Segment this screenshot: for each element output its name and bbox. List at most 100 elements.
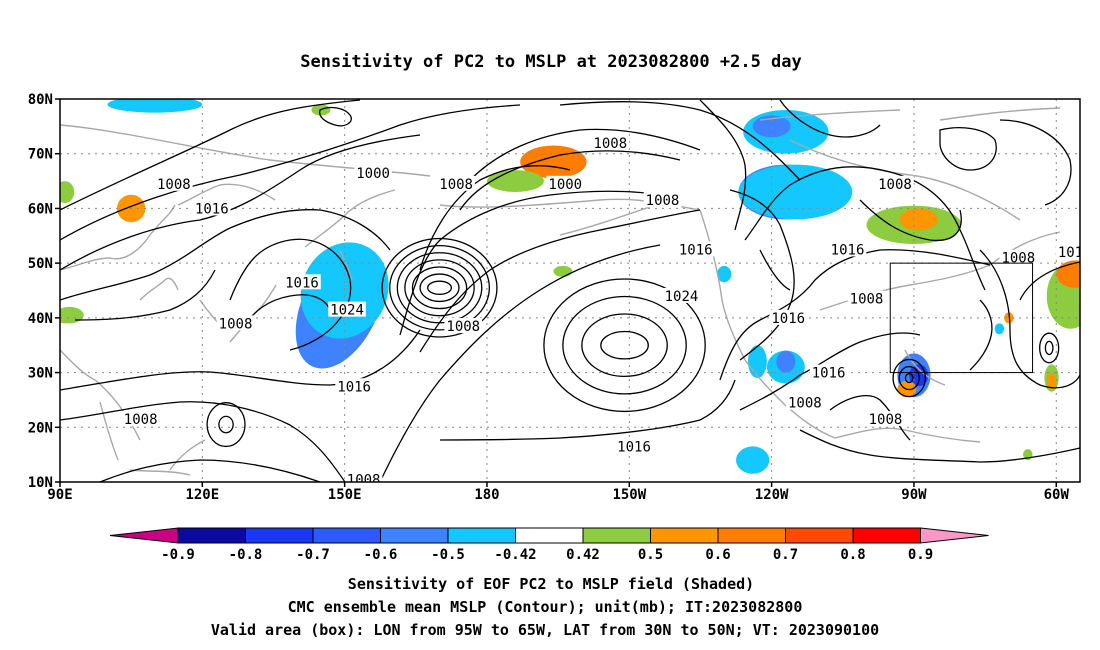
pressure-center-3-ring-0 [904,373,914,384]
colorbar: -0.9 -0.8 -0.7 -0.6 -0.5 -0.42 0.42 0.5 0.6 0.7 0.… [109,527,989,563]
contour-label-bg-15 [662,287,701,303]
contour-label-bg-16 [769,309,808,325]
contour-label-bg-12 [546,175,585,191]
contour-label-bg-6 [335,378,373,394]
colorbar-segment-8 [717,527,786,544]
pressure-center-0-ring-6 [381,237,498,338]
lat-label-30N: 30N [28,366,53,382]
sensitivity-patch-11 [107,99,203,113]
contour-label-bg-3 [283,274,321,290]
contour-label-bg-7 [121,411,160,427]
lat-label-70N: 70N [28,147,53,163]
colorbar-segment-2 [312,527,381,544]
axis-ticks [55,98,1058,487]
colorbar-label-10: 0.8 [840,547,865,563]
pressure-center-0-ring-1 [419,273,460,303]
colorbar-label-1: -0.8 [229,547,263,563]
colorbar-left-arrow [109,527,179,544]
lon-label-60W: 60W [1044,487,1070,503]
lat-axis-labels: 80N 70N 60N 50N 40N 30N 20N 10N [28,92,53,491]
contour-label-21: 1008 [878,177,912,193]
pressure-center-2-ring-1 [206,402,246,448]
contour-labels: 1000100810161016102410081016100810081008… [121,134,1083,488]
lon-label-150W: 150W [612,487,646,503]
contour-label-bg-22 [828,241,867,257]
colorbar-label-6: 0.42 [566,547,600,563]
contour-label-14: 1016 [679,242,713,258]
contour-label-bg-5 [216,315,255,331]
contour-label-18: 1016 [812,366,846,382]
contour-label-4: 1024 [330,303,364,319]
contour-label-bg-0 [354,164,392,180]
colorbar-segment-6 [582,527,651,544]
sensitivity-patch-8 [738,164,853,220]
sensitivity-patch-13 [899,208,938,231]
contour-lines [60,99,1080,482]
pressure-center-0-ring-4 [396,252,483,324]
colorbar-segment-5 [515,527,584,544]
contour-label-bg-19 [847,290,886,306]
colorbar-segment-4 [447,527,516,544]
contour-label-25: 101 [1058,245,1083,261]
pressure-center-1-ring-0 [600,330,649,360]
contour-label-16: 1016 [771,311,805,327]
caption-line-1: Sensitivity of EOF PC2 to MSLP field (Sh… [348,575,754,593]
pressure-center-1-ring-1 [581,313,668,378]
contour-label-bg-21 [876,175,914,191]
colorbar-label-0: -0.9 [161,547,195,563]
pressure-center-4-ring-1 [1039,332,1060,364]
pressure-center-3-ring-1 [898,365,920,391]
contour-label-8: 1008 [347,472,381,488]
sensitivity-patch-20 [736,446,770,474]
caption-line-3: Valid area (box): LON from 95W to 65W, L… [211,621,879,639]
sensitivity-patch-19 [747,345,767,379]
sensitivity-patch-18 [776,350,796,373]
lon-label-180: 180 [474,487,499,503]
map-frame [59,98,1081,483]
contour-label-23: 1008 [1001,251,1035,267]
colorbar-segment-0 [177,527,246,544]
contour-label-15: 1024 [665,289,699,305]
pressure-center-4-ring-0 [1044,340,1054,356]
sensitivity-patch-25 [1046,372,1057,389]
contour-label-bg-2 [193,200,231,216]
colorbar-right-arrow [920,527,989,544]
contour-label-bg-9 [444,318,483,334]
colorbar-label-3: -0.6 [364,547,398,563]
contour-label-22: 1016 [831,242,865,258]
contour-label-13: 1008 [646,193,680,209]
contour-label-1: 1008 [157,177,191,193]
contour-label-12: 1000 [548,177,582,193]
pressure-center-1-ring-2 [562,295,687,395]
colorbar-segment-9 [785,527,854,544]
contour-label-bg-25 [1055,244,1080,260]
map-plot-area: 1000100810161016102410081016100810081008… [60,99,1083,488]
contour-label-24: 1008 [869,412,903,428]
lat-label-50N: 50N [28,256,53,272]
contour-label-bg-1 [155,175,193,191]
sensitivity-patch-29 [553,265,573,277]
lat-label-40N: 40N [28,311,53,327]
sensitivity-patch-21 [717,265,732,283]
contour-label-2: 1016 [195,201,229,217]
lat-label-80N: 80N [28,92,53,108]
valid-area-box [889,262,1034,374]
contour-label-bg-17 [615,438,653,454]
contour-label-9: 1008 [446,319,480,335]
colorbar-label-11: 0.9 [908,547,933,563]
contour-label-bg-20 [786,394,824,410]
contour-label-bg-13 [643,192,682,208]
contour-label-19: 1008 [850,292,884,308]
lon-label-90E: 90E [47,487,72,503]
colorbar-label-4: -0.5 [431,547,465,563]
contour-label-5: 1008 [219,316,253,332]
colorbar-segment-1 [245,527,314,544]
colorbar-label-2: -0.7 [296,547,330,563]
lat-label-10N: 10N [28,475,53,491]
contour-label-11: 1008 [439,177,473,193]
pressure-center-0-ring-3 [404,259,475,317]
pressure-center-0-ring-0 [427,280,453,295]
sensitivity-patch-6 [60,181,75,203]
lat-label-60N: 60N [28,201,53,217]
contour-label-bg-4 [328,301,366,317]
